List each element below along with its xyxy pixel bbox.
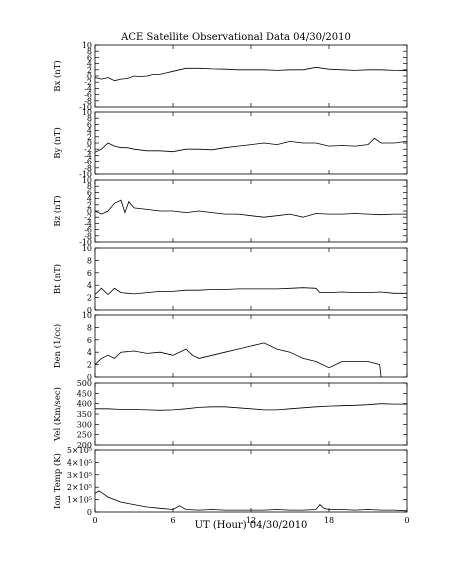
y-tick-label: 400 (77, 400, 92, 409)
x-axis-title: UT (Hour) 04/30/2010 (195, 520, 308, 531)
panel-frame (94, 44, 408, 108)
y-tick-label: -8 (84, 232, 92, 241)
y-tick-label: 8 (87, 323, 92, 332)
series-line (94, 490, 408, 512)
y-tick-label: 0 (87, 306, 92, 315)
y-axis-label: Bx (nT) (52, 60, 63, 92)
y-tick-label: -8 (84, 97, 92, 106)
panel-frame (94, 111, 408, 175)
y-tick-label: 0 (87, 508, 92, 517)
y-tick-label: 10 (82, 176, 92, 185)
y-tick-label: 8 (87, 256, 92, 265)
y-axis-label: Vel (Km/sec) (52, 387, 63, 442)
y-tick-label: 4×10⁵ (67, 458, 92, 467)
y-tick-label: 4 (87, 281, 92, 290)
y-tick-label: 8 (87, 114, 92, 123)
y-tick-label: 10 (82, 108, 92, 117)
y-tick-label: -2 (84, 145, 92, 154)
y-tick-label: 0 (87, 139, 92, 148)
series-line (94, 137, 408, 153)
y-tick-label: -10 (79, 238, 92, 247)
y-tick-label: -6 (84, 158, 92, 167)
y-tick-label: 8 (87, 182, 92, 191)
y-tick-label: -10 (79, 103, 92, 112)
y-tick-label: 2 (87, 66, 92, 75)
y-tick-label: 450 (77, 389, 92, 398)
y-tick-label: 250 (77, 431, 92, 440)
y-tick-label: -2 (84, 213, 92, 222)
y-tick-label: -8 (84, 164, 92, 173)
y-tick-label: 4 (87, 127, 92, 136)
x-tick-label: 18 (324, 516, 334, 525)
y-tick-label: 6 (87, 188, 92, 197)
series-line (94, 287, 407, 296)
series-line (94, 66, 408, 82)
y-tick-label: 2×10⁵ (67, 483, 92, 492)
y-tick-label: 6 (87, 336, 92, 345)
series-line (94, 342, 382, 378)
x-tick-label: 0 (92, 516, 97, 525)
y-tick-label: 4 (87, 195, 92, 204)
x-tick-label: 0 (404, 516, 409, 525)
y-tick-label: 6 (87, 120, 92, 129)
y-tick-label: -10 (79, 170, 92, 179)
y-tick-label: 10 (82, 41, 92, 50)
y-tick-label: -4 (84, 151, 92, 160)
y-tick-label: 2 (87, 133, 92, 142)
y-axis-label: Bt (nT) (52, 264, 63, 294)
y-axis-label: Den (1/cc) (52, 324, 63, 368)
y-tick-label: 200 (77, 441, 92, 450)
x-tick-label: 12 (246, 516, 256, 525)
x-tick-label: 6 (170, 516, 175, 525)
panel-frame (94, 179, 408, 243)
y-tick-label: 6 (87, 53, 92, 62)
y-tick-label: 8 (87, 47, 92, 56)
y-tick-label: 2 (87, 294, 92, 303)
y-tick-label: -4 (84, 219, 92, 228)
y-tick-label: 0 (87, 72, 92, 81)
panel-5: 10 8 6 4 2 0 Den (1/cc) (52, 311, 408, 382)
y-tick-label: 300 (77, 420, 92, 429)
y-tick-label: 5×10⁵ (67, 446, 92, 455)
y-tick-label: 2 (87, 201, 92, 210)
y-axis-label: Ion Temp (K) (52, 453, 63, 509)
panel-frame (94, 247, 408, 311)
y-tick-label: 2 (87, 361, 92, 370)
panel-7: 5×10⁵ 4×10⁵ 3×10⁵ 2×10⁵ 1×10⁵ 0 Ion Temp (K) (52, 446, 408, 517)
y-tick-label: 10 (82, 311, 92, 320)
panel-4: 10 8 6 4 2 0 Bt (nT) (52, 244, 408, 315)
panel-frame (94, 449, 408, 513)
y-tick-label: -6 (84, 226, 92, 235)
y-tick-label: 0 (87, 373, 92, 382)
y-tick-label: 1×10⁵ (67, 496, 92, 505)
y-axis-label: By (nT) (52, 127, 63, 159)
y-tick-label: -4 (84, 84, 92, 93)
y-tick-label: 4 (87, 348, 92, 357)
y-tick-label: 6 (87, 269, 92, 278)
chart-title: ACE Satellite Observational Data 04/30/2… (120, 32, 351, 43)
y-tick-label: 3×10⁵ (67, 471, 92, 480)
y-tick-label: 4 (87, 60, 92, 69)
panel-frame (94, 382, 408, 446)
series-line (95, 403, 407, 411)
y-tick-label: -6 (84, 91, 92, 100)
y-tick-label: -2 (84, 78, 92, 87)
y-tick-label: 0 (87, 207, 92, 216)
y-axis-label: Bz (nT) (52, 195, 63, 226)
series-line (94, 199, 407, 218)
y-tick-label: 10 (82, 244, 92, 253)
y-tick-label: 350 (77, 410, 92, 419)
y-tick-label: 500 (77, 379, 92, 388)
